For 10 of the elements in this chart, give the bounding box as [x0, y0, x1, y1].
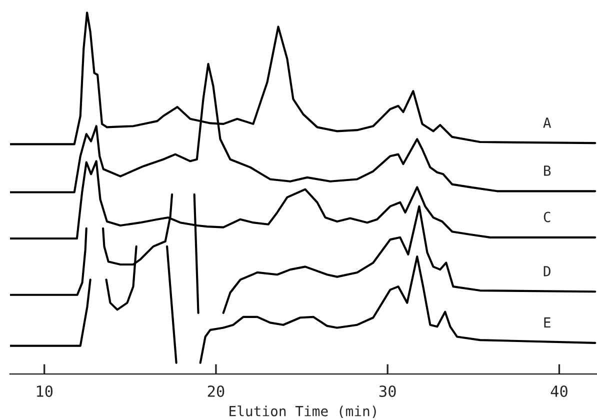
- x-tick-label: 30: [379, 385, 396, 398]
- x-tick-label: 20: [208, 385, 224, 398]
- x-tick-label: 10: [36, 385, 53, 398]
- x-tick-label: 40: [550, 385, 568, 398]
- series-label: C: [544, 212, 550, 222]
- series-label: B: [544, 166, 551, 176]
- x-axis-title: Elution Time (min): [230, 406, 376, 418]
- series-label: D: [544, 266, 550, 276]
- series-label: A: [543, 118, 552, 128]
- series-label: E: [544, 317, 550, 328]
